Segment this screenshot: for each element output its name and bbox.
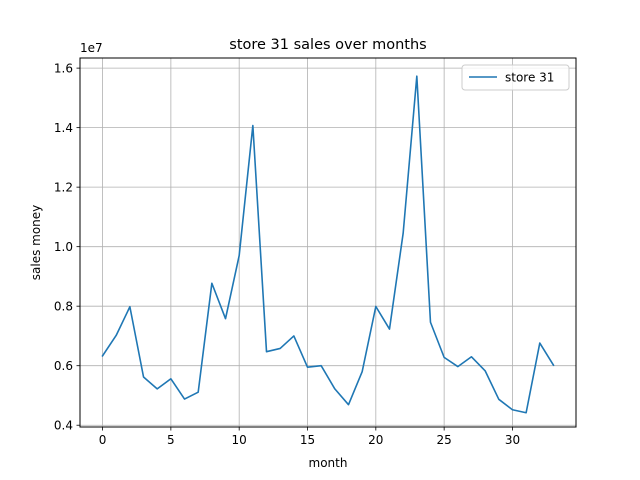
plot-frame: [79, 57, 577, 428]
x-tick-label: 5: [167, 433, 175, 447]
grid: [80, 58, 576, 427]
x-axis-ticks: 0 5 10 15 20 25 30: [99, 427, 520, 447]
y-tick-label: 0.6: [54, 359, 73, 373]
chart-title: store 31 sales over months: [229, 37, 426, 53]
legend-label: store 31: [505, 71, 554, 85]
x-axis-label: month: [309, 456, 348, 470]
series-line: [101, 75, 555, 414]
y-axis-ticks: 0.4 0.6 0.8 1.0 1.2 1.4 1.6: [54, 61, 80, 433]
y-tick-label: 1.6: [54, 61, 73, 75]
x-tick-label: 10: [232, 433, 247, 447]
y-tick-label: 0.4: [54, 419, 73, 433]
y-tick-label: 1.0: [54, 240, 73, 254]
series-layer: [101, 75, 555, 414]
y-tick-label: 1.2: [54, 180, 73, 194]
x-tick-label: 15: [300, 433, 315, 447]
legend-box: [461, 64, 570, 91]
x-tick-label: 30: [505, 433, 520, 447]
y-axis-label: sales money: [29, 205, 43, 281]
y-tick-label: 1.4: [54, 121, 73, 135]
y-axis-offset-label: 1e7: [80, 41, 103, 55]
legend: store 31: [461, 64, 570, 91]
x-tick-label: 20: [368, 433, 383, 447]
x-tick-label: 25: [437, 433, 452, 447]
y-tick-label: 0.8: [54, 299, 73, 313]
x-tick-label: 0: [99, 433, 107, 447]
